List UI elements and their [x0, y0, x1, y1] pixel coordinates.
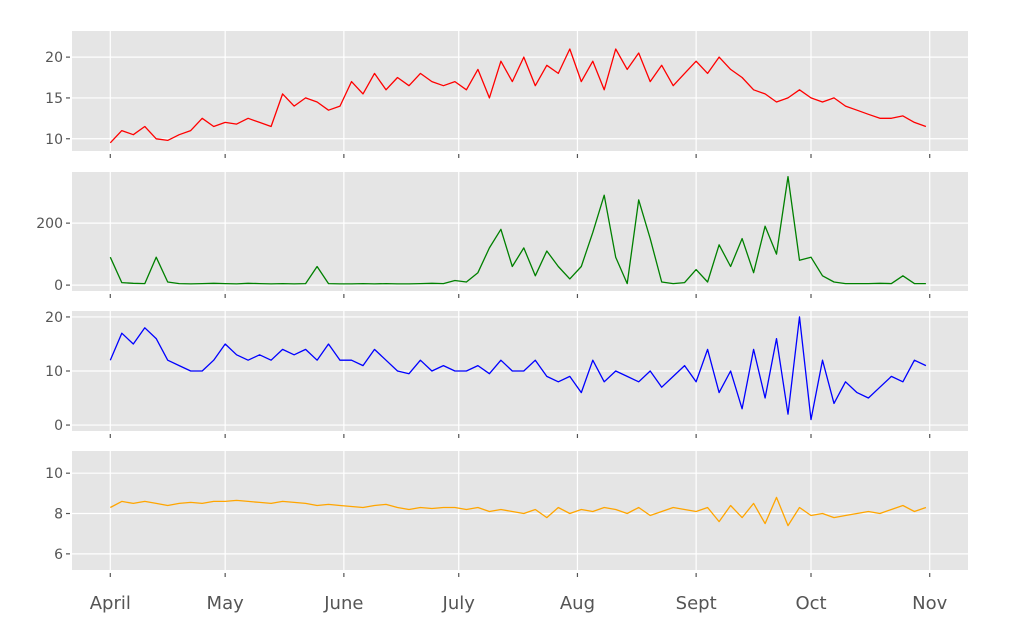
x-tick-label: Nov [912, 593, 947, 614]
y-tick-label: 20 [45, 310, 63, 326]
x-tick-label: May [207, 593, 245, 614]
y-tick-label: 0 [54, 278, 63, 294]
panel-background [72, 172, 968, 291]
x-tick-label: Oct [795, 593, 826, 614]
subplot-2: 0 200 [36, 172, 968, 298]
x-tick-label: June [323, 593, 363, 614]
x-tick-label: Aug [560, 593, 595, 614]
y-tick-label: 20 [45, 50, 63, 66]
series-line [109, 316, 927, 421]
panel-background [72, 451, 968, 570]
x-tick-label: July [442, 593, 476, 614]
y-tick-label: 10 [45, 466, 63, 482]
y-tick-label: 8 [54, 507, 63, 523]
series-line [109, 48, 927, 144]
y-tick-label: 0 [54, 418, 63, 434]
subplot-1: 10 15 20 [45, 31, 968, 158]
x-tick-label: Sept [676, 593, 717, 614]
y-tick-label: 10 [45, 364, 63, 380]
y-tick-label: 200 [36, 216, 63, 232]
series-line [109, 496, 927, 527]
y-tick-label: 10 [45, 132, 63, 148]
subplot-4: 6 8 10 [45, 451, 968, 577]
panel-background [72, 31, 968, 151]
series-line [109, 175, 926, 285]
subplot-3: 0 10 20 [45, 310, 968, 438]
x-tick-label: April [90, 593, 131, 614]
y-tick-label: 6 [54, 547, 63, 563]
y-tick-label: 15 [45, 91, 63, 107]
